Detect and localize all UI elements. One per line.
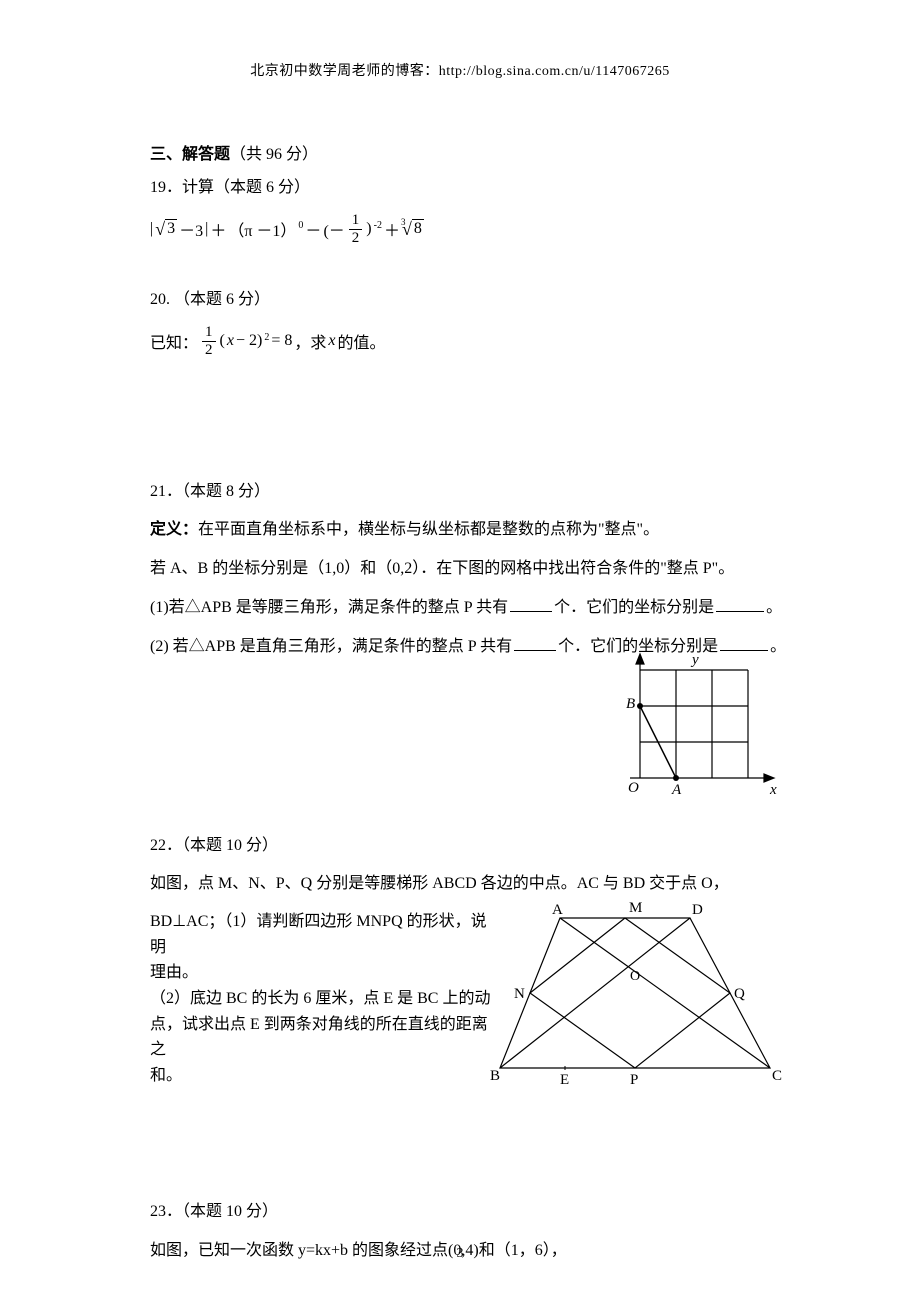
- problem-20-label: 20. （本题 6 分）: [150, 286, 770, 315]
- problem-22-line2: BD⊥AC；（1）请判断四边形 MNPQ 的形状，说明: [150, 909, 495, 960]
- cuberoot: 3 √8: [402, 219, 424, 240]
- plus2: ＋: [384, 217, 400, 241]
- problem-20-formula: 已知： 1 2 (x− 2)2 = 8 ，求 x 的值。: [150, 325, 770, 358]
- problem-22-line1: 如图，点 M、N、P、Q 分别是等腰梯形 ABCD 各边的中点。AC 与 BD …: [150, 870, 770, 899]
- p20-lparen: (: [220, 332, 225, 350]
- p21-l3a: (1)若△APB 是等腰三角形，满足条件的整点 P 共有: [150, 599, 508, 616]
- page-number: 3: [0, 1246, 920, 1262]
- p21-blank4: [720, 636, 768, 651]
- p20-x: x: [227, 332, 234, 350]
- problem-19-formula: | √3 －3 | ＋ （π －1）0 － (－ 1 2 )-2 ＋ 3 √8: [150, 213, 770, 246]
- trap-label-p: P: [630, 1072, 638, 1088]
- p21-def-text: 在平面直角坐标系中，横坐标与纵坐标都是整数的点称为"整点"。: [198, 521, 659, 538]
- problem-19-label: 19．计算（本题 6 分）: [150, 174, 770, 203]
- trap-label-n: N: [514, 986, 525, 1002]
- frac-half: 1 2: [349, 213, 363, 246]
- neg-close: ): [366, 220, 371, 238]
- p21-blank3: [514, 636, 556, 651]
- p21-l3b: 个．它们的坐标分别是: [554, 599, 714, 616]
- p20-x2: x: [328, 332, 335, 350]
- frac-half2-den: 2: [202, 342, 216, 358]
- point-b-label: B: [626, 696, 635, 712]
- page-header: 北京初中数学周老师的博客：http://blog.sina.com.cn/u/1…: [150, 60, 770, 80]
- trap-label-d: D: [692, 902, 703, 918]
- p20-suffix: 的值。: [337, 329, 385, 353]
- problem-23-label: 23．（本题 10 分）: [150, 1198, 770, 1227]
- minus3: －3: [179, 217, 203, 241]
- axis-label-y: y: [690, 652, 699, 668]
- trap-label-c: C: [772, 1068, 782, 1084]
- problem-21-line2: 若 A、B 的坐标分别是（1,0）和（0,2）．在下图的网格中找出符合条件的"整…: [150, 555, 770, 584]
- trap-label-m: M: [629, 900, 642, 916]
- p20-eq8: = 8: [271, 332, 292, 350]
- frac-half-den: 2: [349, 230, 363, 246]
- frac-half2-num: 1: [202, 325, 216, 342]
- problem-22-label: 22．（本题 10 分）: [150, 832, 770, 861]
- abs-close: |: [205, 220, 208, 238]
- section-title: 三、解答题（共 96 分）: [150, 140, 770, 164]
- abs-open: |: [150, 220, 153, 238]
- trap-label-o: O: [630, 969, 640, 984]
- point-a-label: A: [671, 782, 682, 798]
- p20-comma: ，求: [294, 329, 326, 353]
- p21-l4a: (2) 若△APB 是直角三角形，满足条件的整点 P 共有: [150, 638, 512, 655]
- p21-blank1: [510, 597, 552, 612]
- exp0: 0: [298, 220, 303, 231]
- section-points: （共 96 分）: [230, 146, 318, 163]
- trap-label-a: A: [552, 902, 563, 918]
- problem-21-def: 定义：在平面直角坐标系中，横坐标与纵坐标都是整数的点称为"整点"。: [150, 516, 770, 545]
- neg-open: (－: [323, 217, 344, 241]
- section-prefix: 三、: [150, 146, 182, 163]
- problem-22-line4: （2）底边 BC 的长为 6 厘米，点 E 是 BC 上的动: [150, 986, 495, 1012]
- axis-label-x: x: [769, 782, 777, 798]
- trap-label-q: Q: [734, 986, 745, 1002]
- problem-21-label: 21．（本题 8 分）: [150, 478, 770, 507]
- problem-22-line5: 点，试求出点 E 到两条对角线的所在直线的距离之: [150, 1012, 495, 1063]
- section-name: 解答题: [182, 146, 230, 163]
- p21-l3c: 。: [766, 599, 782, 616]
- pi-minus1: （π －1）: [228, 217, 296, 241]
- frac-half-num: 1: [349, 213, 363, 230]
- p21-blank2: [716, 597, 764, 612]
- coordinate-grid-figure: y x O A B: [610, 650, 780, 810]
- p20-prefix: 已知：: [150, 329, 198, 353]
- p20-minus2: − 2): [236, 332, 262, 350]
- origin-label: O: [628, 780, 639, 796]
- trapezoid-figure: A D B C M N Q P O E: [490, 898, 790, 1098]
- trap-label-b: B: [490, 1068, 500, 1084]
- frac-half-2: 1 2: [202, 325, 216, 358]
- sqrt3: √3: [155, 219, 177, 240]
- trap-label-e: E: [560, 1072, 569, 1088]
- minus: －: [305, 217, 321, 241]
- problem-21-line3: (1)若△APB 是等腰三角形，满足条件的整点 P 共有个．它们的坐标分别是。: [150, 594, 770, 623]
- plus1: ＋: [210, 217, 226, 241]
- sqrt3-radicand: 3: [165, 219, 177, 238]
- problem-22-line3: 理由。: [150, 960, 495, 986]
- p21-def-label: 定义：: [150, 521, 198, 538]
- p20-sq: 2: [264, 332, 269, 343]
- cube-radicand: 8: [412, 219, 424, 238]
- problem-22-line6: 和。: [150, 1063, 495, 1089]
- cube-index: 3: [401, 217, 406, 227]
- exp-neg2: -2: [374, 220, 382, 231]
